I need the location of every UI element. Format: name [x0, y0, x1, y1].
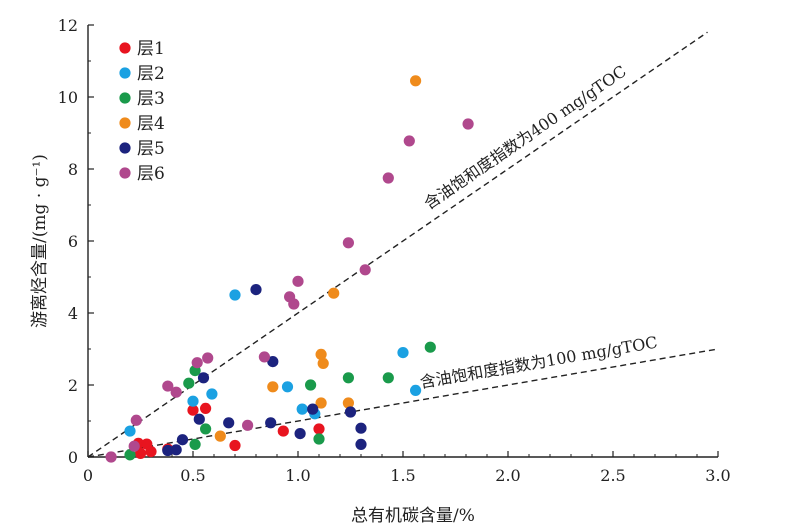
x-tick-label: 2.0 [495, 466, 520, 485]
data-point-series-1 [200, 402, 212, 414]
data-point-series-2 [281, 381, 294, 393]
data-point-series-5 [344, 406, 357, 418]
data-point-series-5 [162, 444, 174, 457]
data-point-series-6 [162, 380, 174, 392]
data-point-series-2 [124, 425, 136, 437]
legend-marker [119, 117, 131, 129]
data-point-series-6 [105, 451, 117, 463]
data-point-series-3 [183, 377, 195, 389]
data-point-series-3 [189, 438, 201, 450]
data-point-series-4 [410, 75, 422, 87]
data-point-series-3 [305, 379, 317, 391]
reference-line-label-2: 含油饱和度指数为100 mg/gTOC [418, 333, 658, 392]
data-point-series-3 [313, 433, 325, 445]
data-point-series-5 [176, 434, 189, 446]
data-point-series-4 [214, 430, 226, 442]
legend-label: 层3 [137, 89, 165, 109]
data-point-series-4 [267, 381, 279, 393]
data-point-series-6 [292, 275, 304, 287]
data-point-series-3 [382, 372, 394, 384]
data-point-series-3 [342, 372, 354, 384]
legend-label: 层6 [137, 164, 165, 184]
data-point-series-6 [130, 414, 142, 426]
y-tick-label: 10 [58, 88, 78, 107]
x-tick-label: 0.5 [180, 466, 205, 485]
data-point-series-4 [317, 357, 329, 369]
data-point-series-5 [265, 417, 277, 429]
data-point-series-6 [403, 135, 415, 147]
x-tick-label: 2.5 [600, 466, 625, 485]
data-point-series-3 [424, 341, 436, 353]
data-point-series-4 [315, 397, 327, 409]
plot-area: 0 0.5 1.0 1.5 2.0 2.5 3.0 0 2 4 6 8 10 12 含油饱和度指数为400… [58, 16, 731, 485]
data-point-series-5 [193, 413, 205, 425]
data-point-series-6 [170, 386, 182, 398]
y-axis-title: 游离烃含量/(mg · g⁻¹) [30, 154, 50, 328]
data-point-series-2 [187, 395, 199, 407]
data-point-series-6 [191, 357, 203, 369]
legend-marker [119, 92, 131, 104]
y-tick-label: 12 [58, 16, 78, 35]
y-tick-label: 0 [68, 448, 78, 467]
x-axis-title: 总有机碳含量/% [351, 506, 475, 526]
data-point-series-6 [359, 264, 371, 276]
data-point-series-3 [200, 423, 212, 435]
data-point-series-2 [296, 403, 308, 415]
axis-ticks: 0 0.5 1.0 1.5 2.0 2.5 3.0 0 2 4 6 8 10 12 [58, 16, 731, 485]
data-point-series-5 [294, 428, 306, 440]
legend-label: 层5 [137, 139, 165, 159]
data-point-series-5 [355, 438, 367, 450]
y-tick-label: 2 [68, 376, 78, 395]
data-point-series-6 [128, 440, 140, 452]
data-point-series-4 [328, 287, 340, 299]
reference-lines: 含油饱和度指数为400 mg/gTOC 含油饱和度指数为100 mg/gTOC [87, 31, 719, 458]
legend-label: 层4 [137, 114, 165, 134]
data-point-series-1 [134, 447, 147, 459]
data-point-series-5 [170, 444, 182, 456]
data-point-series-6 [288, 298, 300, 310]
data-point-series-6 [202, 352, 214, 364]
legend-label: 层2 [137, 64, 165, 84]
data-point-series-1 [145, 446, 157, 458]
data-point-series-1 [277, 425, 289, 437]
data-point-series-6 [342, 237, 354, 249]
legend-marker [119, 142, 131, 154]
legend-label: 层1 [137, 39, 165, 59]
data-point-series-2 [206, 388, 218, 400]
data-point-series-4 [342, 397, 354, 409]
reference-line-2 [87, 348, 719, 458]
data-point-series-5 [307, 403, 319, 415]
data-point-series-6 [258, 351, 270, 363]
x-tick-label: 1.5 [390, 466, 415, 485]
legend: 层1 层2 层3 层4 层5 层6 [119, 39, 165, 184]
data-point-series-5 [355, 422, 367, 434]
legend-marker [119, 42, 131, 54]
x-tick-label: 0 [83, 466, 93, 485]
legend-marker [119, 67, 131, 79]
data-point-series-2 [229, 289, 241, 301]
data-point-series-5 [250, 284, 262, 296]
data-point-series-1 [313, 423, 325, 435]
reference-line-label-1: 含油饱和度指数为400 mg/gTOC [421, 61, 630, 213]
data-point-series-1 [187, 404, 199, 416]
data-point-series-2 [410, 384, 422, 396]
data-points [105, 75, 474, 463]
data-point-series-5 [267, 356, 279, 368]
y-tick-label: 4 [68, 304, 78, 323]
x-tick-label: 1.0 [285, 466, 310, 485]
y-tick-label: 6 [68, 232, 78, 251]
data-point-series-2 [397, 347, 409, 359]
data-point-series-1 [229, 439, 241, 452]
y-tick-label: 8 [68, 160, 78, 179]
legend-marker [119, 167, 131, 179]
data-point-series-4 [315, 348, 327, 360]
data-point-series-6 [462, 118, 474, 130]
data-point-series-6 [242, 419, 254, 431]
x-tick-label: 3.0 [705, 466, 730, 485]
data-point-series-6 [382, 172, 394, 184]
data-point-series-3 [124, 449, 136, 461]
data-point-series-5 [223, 417, 235, 429]
data-point-series-5 [197, 372, 210, 384]
